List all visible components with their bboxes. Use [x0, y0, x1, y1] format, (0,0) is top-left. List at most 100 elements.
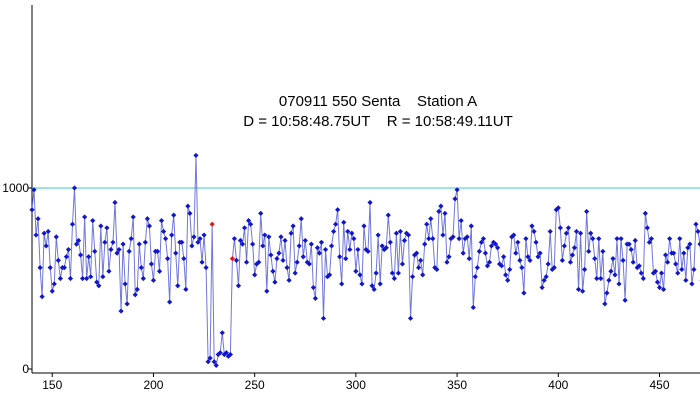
data-point [45, 228, 51, 235]
data-point [513, 250, 519, 256]
data-point [187, 210, 193, 216]
data-point [458, 217, 464, 224]
data-point [630, 259, 636, 265]
data-point [250, 241, 256, 247]
data-point [436, 208, 442, 215]
data-point [673, 261, 679, 267]
data-point [424, 221, 430, 227]
data-point [359, 281, 365, 287]
data-point [219, 330, 225, 336]
data-point [622, 297, 628, 303]
data-point [195, 239, 201, 245]
data-point [104, 225, 110, 231]
data-point [640, 275, 646, 282]
data-point [529, 223, 535, 229]
data-point [547, 228, 553, 235]
data-point [636, 263, 642, 269]
data-point [567, 259, 574, 265]
data-point [658, 270, 665, 276]
data-point [557, 225, 563, 231]
data-point [573, 228, 580, 235]
data-point [264, 288, 270, 294]
data-point [233, 257, 240, 263]
data-point [492, 241, 499, 247]
data-point [486, 259, 493, 265]
data-point [343, 255, 349, 262]
data-point [39, 294, 45, 300]
data-point [616, 281, 622, 287]
data-point [134, 286, 140, 292]
data-point [355, 246, 361, 253]
axis-ticks: 150 200 250 300 350 400 450 0 1000 [2, 181, 670, 392]
data-point [681, 250, 687, 256]
data-point [314, 245, 321, 251]
data-point [128, 236, 134, 242]
highlighted-data-point [209, 221, 215, 227]
data-point [604, 290, 610, 296]
data-point [361, 223, 367, 229]
data-point [122, 281, 128, 287]
data-point [511, 232, 517, 238]
data-point [114, 250, 120, 256]
data-point [369, 283, 375, 289]
data-point [677, 236, 683, 242]
data-point [144, 216, 150, 222]
data-point [561, 243, 567, 249]
data-point [140, 275, 146, 282]
data-point [160, 228, 167, 235]
data-point [594, 275, 600, 282]
data-point [671, 250, 677, 256]
data-point [310, 284, 316, 291]
data-point [521, 290, 527, 296]
data-point [108, 246, 114, 253]
data-point [274, 255, 280, 262]
data-point [509, 234, 515, 240]
data-point [53, 234, 59, 240]
data-point [71, 185, 78, 191]
data-point [304, 259, 310, 265]
data-point [73, 241, 80, 247]
data-point [391, 275, 397, 282]
data-point [563, 230, 569, 236]
data-point [284, 265, 290, 271]
data-point [505, 277, 511, 283]
data-point [515, 239, 521, 245]
data-point [379, 243, 385, 249]
data-point [367, 199, 373, 206]
data-point [96, 283, 102, 289]
data-point [43, 243, 49, 249]
data-point [648, 236, 655, 242]
data-point [654, 279, 661, 285]
data-point [549, 266, 555, 273]
data-point [434, 266, 440, 273]
data-point [110, 239, 116, 245]
data-point [598, 275, 604, 282]
data-point [610, 255, 616, 262]
data-point [456, 236, 462, 242]
x-tick-label: 300 [346, 378, 366, 392]
data-point [112, 199, 118, 206]
data-point [318, 239, 325, 245]
data-point [156, 268, 163, 274]
data-point [227, 351, 233, 358]
data-point [335, 207, 341, 213]
data-point [351, 236, 357, 242]
data-point [268, 252, 274, 258]
data-point [201, 232, 207, 238]
data-point [596, 236, 602, 242]
data-point [533, 239, 539, 245]
data-point [165, 255, 171, 262]
data-point [235, 283, 242, 289]
data-point [237, 237, 244, 244]
data-point [47, 265, 53, 271]
data-point [426, 236, 432, 242]
data-point [446, 254, 452, 260]
data-point [69, 221, 76, 227]
data-point [385, 212, 391, 218]
data-point [270, 268, 276, 274]
data-point [181, 255, 187, 262]
data-point [158, 217, 165, 224]
x-tick-label: 150 [42, 378, 62, 392]
data-point [584, 208, 590, 215]
